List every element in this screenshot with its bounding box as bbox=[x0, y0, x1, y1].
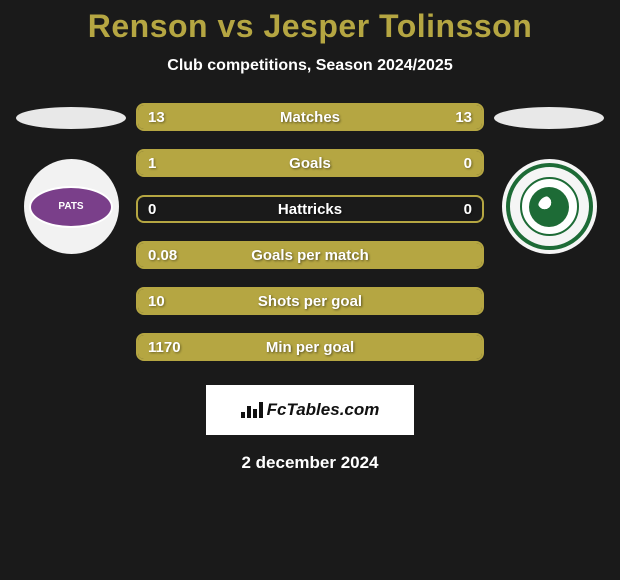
stat-left-value: 0.08 bbox=[148, 247, 177, 264]
stat-label: Goals bbox=[289, 155, 331, 172]
left-flag bbox=[16, 107, 126, 129]
stat-right-value: 0 bbox=[464, 155, 472, 172]
stat-row: 1 0 Goals bbox=[136, 149, 484, 177]
stat-right-value: 0 bbox=[464, 201, 472, 218]
stat-row: 10 Shots per goal bbox=[136, 287, 484, 315]
source-badge: FcTables.com bbox=[206, 385, 414, 435]
stat-label: Goals per match bbox=[251, 247, 369, 264]
stat-left-value: 10 bbox=[148, 293, 165, 310]
stat-row: 13 13 Matches bbox=[136, 103, 484, 131]
stat-left-value: 13 bbox=[148, 109, 165, 126]
left-player-col: PATS bbox=[16, 103, 126, 254]
stat-row: 0 0 Hattricks bbox=[136, 195, 484, 223]
stat-label: Hattricks bbox=[278, 201, 342, 218]
stat-label: Matches bbox=[280, 109, 340, 126]
stats-column: 1313Matches10Goals00Hattricks0.08Goals p… bbox=[136, 103, 484, 361]
source-text: FcTables.com bbox=[267, 400, 380, 420]
right-player-col bbox=[494, 103, 604, 254]
stat-left-value: 1170 bbox=[148, 339, 181, 356]
right-flag bbox=[494, 107, 604, 129]
stat-row: 0.08 Goals per match bbox=[136, 241, 484, 269]
stat-right-value: 13 bbox=[455, 109, 472, 126]
subtitle: Club competitions, Season 2024/2025 bbox=[0, 57, 620, 75]
left-club-badge: PATS bbox=[24, 159, 119, 254]
date-label: 2 december 2024 bbox=[0, 453, 620, 473]
comparison-block: PATS 1313Matches10Goals00Hattricks0.08Go… bbox=[0, 103, 620, 361]
page-title: Renson vs Jesper Tolinsson bbox=[0, 8, 620, 45]
left-club-badge-label: PATS bbox=[29, 186, 113, 228]
stat-label: Shots per goal bbox=[258, 293, 362, 310]
stat-row: 1170 Min per goal bbox=[136, 333, 484, 361]
right-club-badge bbox=[502, 159, 597, 254]
stat-label: Min per goal bbox=[266, 339, 354, 356]
stat-left-value: 0 bbox=[148, 201, 156, 218]
source-bars-icon bbox=[241, 402, 263, 418]
stat-left-value: 1 bbox=[148, 155, 156, 172]
